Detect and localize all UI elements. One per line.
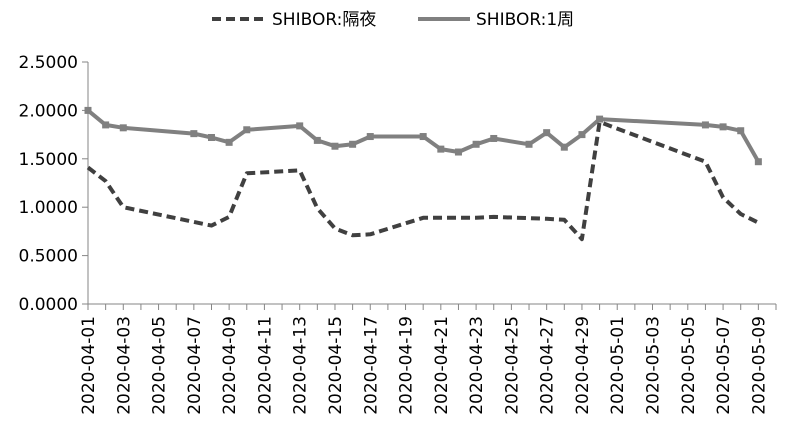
x-tick-label: 2020-04-23 [467, 316, 487, 415]
series-point-1week [243, 126, 251, 134]
x-tick-label: 2020-04-29 [573, 316, 593, 415]
series-point-1week [313, 136, 321, 144]
series-point-1week [454, 148, 462, 156]
legend-label-overnight: SHIBOR:隔夜 [272, 10, 376, 30]
series-point-1week [296, 122, 304, 130]
x-tick-label: 2020-04-09 [220, 316, 240, 415]
series-point-1week [419, 133, 427, 141]
x-tick-label: 2020-04-21 [432, 316, 452, 415]
y-tick-label: 0.0000 [19, 295, 78, 315]
series-point-1week [331, 142, 339, 150]
series-point-1week [719, 123, 727, 131]
y-tick-label: 1.5000 [19, 150, 78, 170]
series-point-1week [349, 140, 357, 148]
series-point-1week [596, 115, 604, 123]
x-tick-label: 2020-04-15 [326, 316, 346, 415]
x-tick-label: 2020-04-17 [361, 316, 381, 415]
series-point-1week [207, 134, 215, 142]
x-tick-label: 2020-04-03 [114, 316, 134, 415]
series-point-1week [543, 129, 551, 137]
y-axis: 0.0000 0.5000 1.0000 1.5000 2.0000 2.5000 [19, 53, 89, 315]
series-point-1week [737, 127, 745, 135]
x-tick-label: 2020-05-01 [608, 316, 628, 415]
series-point-1week [102, 121, 110, 129]
x-tick-label: 2020-05-03 [644, 316, 664, 415]
series-point-1week [560, 143, 568, 151]
y-tick-label: 1.0000 [19, 198, 78, 218]
x-tick-label: 2020-04-25 [502, 316, 522, 415]
series-point-1week [490, 134, 498, 142]
x-tick-label: 2020-05-07 [714, 316, 734, 415]
x-axis: 2020-04-01 2020-04-03 2020-04-05 2020-04-07… [79, 303, 777, 415]
plot-series [84, 106, 762, 242]
series-point-1week [578, 131, 586, 139]
x-tick-label: 2020-04-07 [185, 316, 205, 415]
series-point-1week [754, 158, 762, 166]
x-tick-label: 2020-04-11 [255, 316, 275, 415]
x-tick-label: 2020-05-05 [679, 316, 699, 415]
x-tick-label: 2020-05-09 [749, 316, 769, 415]
x-tick-label: 2020-04-19 [397, 316, 417, 415]
series-line-overnight [86, 120, 760, 242]
series-point-1week [701, 121, 709, 129]
legend-label-1week: SHIBOR:1周 [476, 10, 574, 30]
x-tick-label: 2020-04-13 [291, 316, 311, 415]
x-tick-label: 2020-04-01 [79, 316, 99, 415]
series-point-1week [119, 124, 127, 132]
y-tick-label: 2.5000 [19, 53, 78, 73]
x-tick-label: 2020-04-05 [150, 316, 170, 415]
legend: SHIBOR:隔夜 SHIBOR:1周 [212, 10, 574, 30]
y-tick-label: 0.5000 [19, 247, 78, 267]
series-point-1week [190, 130, 198, 138]
x-tick-label: 2020-04-27 [538, 316, 558, 415]
series-point-1week [225, 138, 233, 146]
series-point-1week [366, 133, 374, 141]
series-point-1week [525, 140, 533, 148]
series-point-1week [437, 145, 445, 153]
series-point-1week [84, 106, 92, 114]
y-tick-label: 2.0000 [19, 101, 78, 121]
series-point-1week [472, 140, 480, 148]
